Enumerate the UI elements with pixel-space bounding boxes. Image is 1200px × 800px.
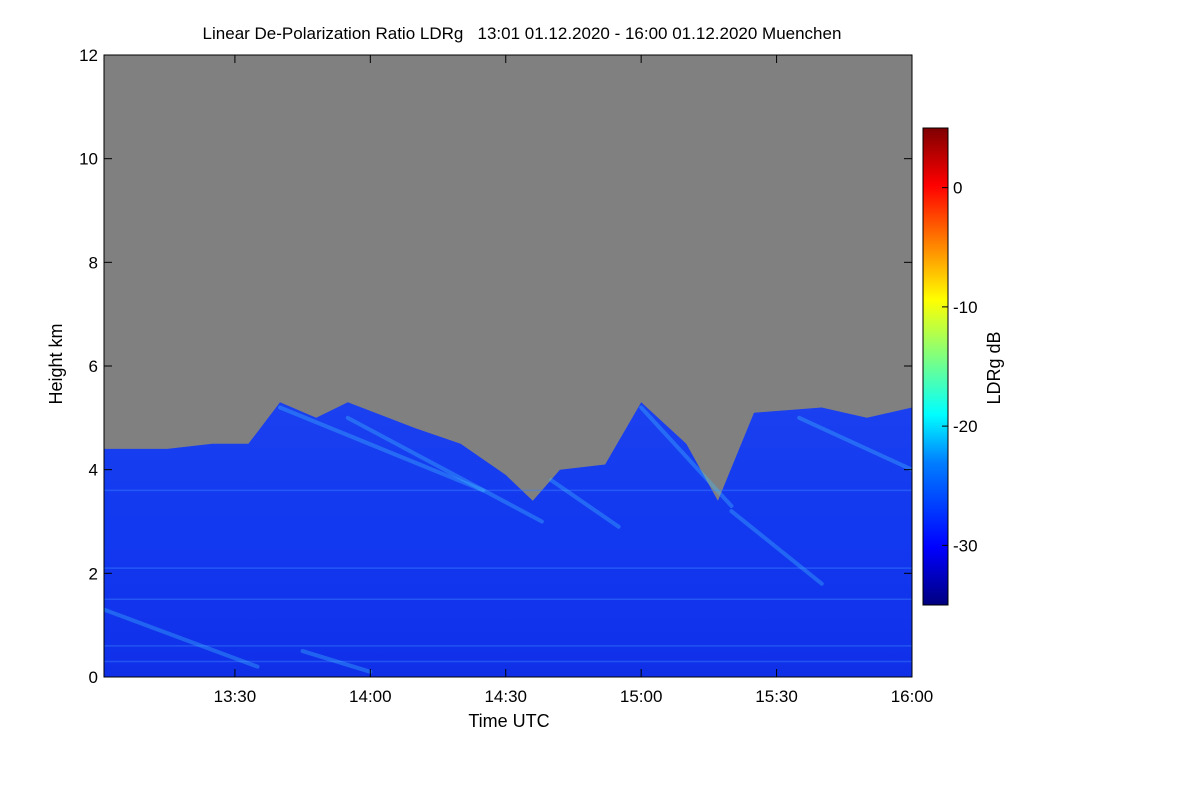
colorbar xyxy=(922,127,949,606)
colorbar-tick-label: -10 xyxy=(953,298,978,317)
x-axis: 13:30 14:00 14:30 15:00 15:30 16:00 xyxy=(214,55,934,706)
y-tick-6: 12 xyxy=(79,46,912,65)
colorbar-tick-2: -20 xyxy=(942,417,978,436)
y-tick-4: 8 xyxy=(89,253,912,272)
y-axis: 0 2 4 6 8 10 12 xyxy=(79,46,912,687)
y-tick-3: 6 xyxy=(89,357,912,376)
y-tick-2: 4 xyxy=(89,461,912,480)
chart-title: Linear De-Polarization Ratio LDRg 13:01 … xyxy=(203,24,842,43)
y-tick-label: 4 xyxy=(89,461,98,480)
plot-area xyxy=(104,55,912,677)
colorbar-tick-label: -30 xyxy=(953,536,978,555)
signal-streaks xyxy=(104,405,912,674)
fall-streak-0 xyxy=(278,405,486,493)
y-tick-label: 12 xyxy=(79,46,98,65)
signal-region xyxy=(104,402,912,677)
colorbar-label: LDRg dB xyxy=(984,331,1004,404)
y-tick-label: 0 xyxy=(89,668,98,687)
x-tick-label: 14:30 xyxy=(484,687,527,706)
y-tick-0: 0 xyxy=(89,668,912,687)
x-axis-label: Time UTC xyxy=(468,711,549,731)
fall-streak-1 xyxy=(345,415,544,524)
x-tick-label: 13:30 xyxy=(214,687,257,706)
x-tick-label: 15:30 xyxy=(755,687,798,706)
x-tick-label: 16:00 xyxy=(891,687,934,706)
fall-streak-6 xyxy=(104,607,260,669)
colorbar-ticks: 0 -10 -20 -30 xyxy=(942,179,978,555)
y-tick-label: 10 xyxy=(79,150,98,169)
x-tick-0: 13:30 xyxy=(214,55,257,706)
y-tick-label: 8 xyxy=(89,253,98,272)
y-tick-5: 10 xyxy=(79,150,912,169)
x-tick-label: 14:00 xyxy=(349,687,392,706)
x-tick-2: 14:30 xyxy=(484,55,527,706)
fall-streak-2 xyxy=(548,478,621,529)
x-tick-5: 16:00 xyxy=(891,55,934,706)
fall-streak-7 xyxy=(300,649,373,674)
y-tick-label: 2 xyxy=(89,564,98,583)
colorbar-tick-0: 0 xyxy=(942,179,962,198)
fall-streak-5 xyxy=(797,415,912,472)
y-tick-1: 2 xyxy=(89,564,912,583)
colorbar-tick-1: -10 xyxy=(942,298,978,317)
y-tick-label: 6 xyxy=(89,357,98,376)
colorbar-tick-3: -30 xyxy=(942,536,978,555)
x-tick-4: 15:30 xyxy=(755,55,798,706)
x-tick-1: 14:00 xyxy=(349,55,392,706)
y-axis-label: Height km xyxy=(46,323,66,404)
fall-streak-3 xyxy=(639,405,734,508)
x-tick-3: 15:00 xyxy=(620,55,663,706)
fall-streak-4 xyxy=(729,509,824,586)
x-tick-label: 15:00 xyxy=(620,687,663,706)
colorbar-tick-label: 0 xyxy=(953,179,962,198)
colorbar-tick-label: -20 xyxy=(953,417,978,436)
